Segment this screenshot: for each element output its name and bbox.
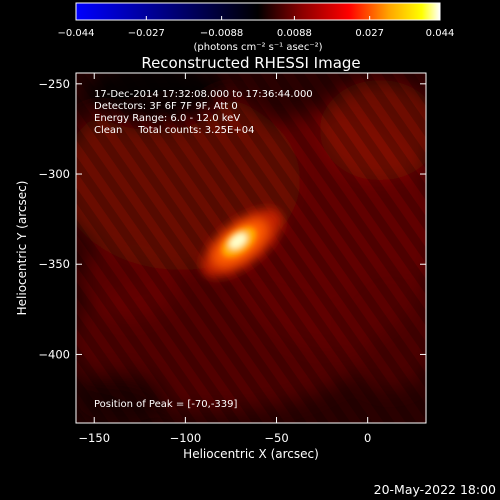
- colorbar-tick-label: −0.027: [128, 28, 165, 39]
- y-axis-label: Heliocentric Y (arcsec): [15, 181, 29, 316]
- colorbar-tick-label: −0.044: [57, 28, 94, 39]
- x-tick-label: 0: [364, 431, 371, 445]
- colorbar-tick-label: 0.027: [355, 28, 384, 39]
- colorbar-ticks: −0.044 −0.027 −0.0088 0.0088 0.027 0.044: [57, 16, 454, 39]
- annotation-detectors: Detectors: 3F 6F 7F 9F, Att 0: [94, 101, 238, 112]
- annotation-peak-position: Position of Peak = [-70,-339]: [94, 399, 238, 410]
- x-axis-label: Heliocentric X (arcsec): [183, 447, 319, 461]
- y-tick-label: −400: [38, 347, 70, 361]
- colorbar-tick-label: −0.0088: [200, 28, 243, 39]
- x-axis-ticks: −150 −100 −50 0: [78, 73, 371, 445]
- info-annotations: 17-Dec-2014 17:32:08.000 to 17:36:44.000…: [94, 89, 313, 410]
- y-axis-ticks: −250 −300 −350 −400: [38, 77, 426, 361]
- footer-timestamp: 20-May-2022 18:00: [374, 482, 496, 497]
- y-tick-label: −300: [38, 167, 70, 181]
- x-tick-label: −150: [78, 431, 110, 445]
- colorbar-label: (photons cm⁻² s⁻¹ asec⁻²): [193, 42, 322, 53]
- annotation-total-counts: Clean Total counts: 3.25E+04: [94, 125, 254, 136]
- colorbar-tick-label: 0.044: [426, 28, 455, 39]
- heatmap-source-core: [221, 226, 257, 258]
- x-tick-label: −50: [264, 431, 288, 445]
- plot-frame: [75, 72, 427, 424]
- colorbar-tick-label: 0.0088: [277, 28, 312, 39]
- colorbar: −0.044 −0.027 −0.0088 0.0088 0.027 0.044 (pho…: [57, 2, 454, 53]
- y-tick-label: −250: [38, 77, 70, 91]
- colorbar-gradient: [75, 2, 441, 21]
- annotation-time-range: 17-Dec-2014 17:32:08.000 to 17:36:44.000: [94, 89, 313, 100]
- y-tick-label: −350: [38, 257, 70, 271]
- heatmap-image: [76, 73, 426, 423]
- plot-title: Reconstructed RHESSI Image: [141, 54, 360, 72]
- x-tick-label: −100: [170, 431, 202, 445]
- annotation-energy-range: Energy Range: 6.0 - 12.0 keV: [94, 113, 240, 124]
